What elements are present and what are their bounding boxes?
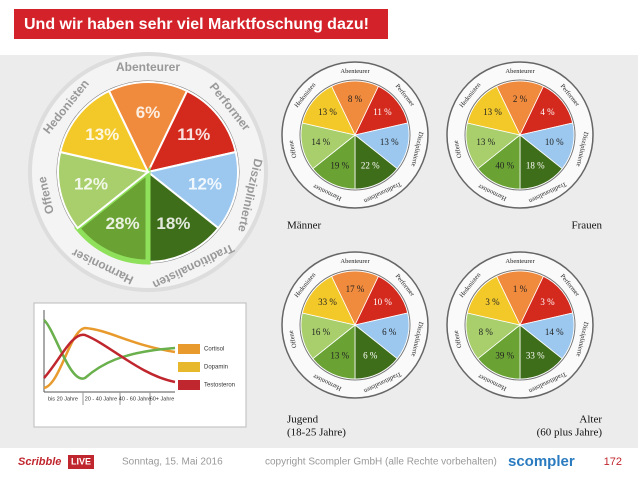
logo-left: Scribble [18, 456, 61, 468]
legend-swatch [178, 344, 200, 354]
segment-value: 19 % [330, 161, 349, 171]
title: Und wir haben sehr viel Marktfoschung da… [24, 16, 369, 33]
segment-value: 11% [177, 125, 210, 144]
age-label: 60+ Jahre [150, 396, 175, 402]
segment-value: 13 % [380, 137, 399, 147]
segment-value: 10 % [373, 297, 392, 307]
title-banner [14, 9, 388, 39]
segment-type: Abenteurer [505, 258, 535, 265]
date: Sonntag, 15. Mai 2016 [122, 457, 223, 468]
segment-value: 28% [106, 214, 140, 233]
segment-type: Abenteurer [505, 68, 535, 75]
wheel-segment [301, 85, 356, 136]
copyright: copyright Scompler GmbH (alle Rechte vor… [265, 457, 497, 468]
legend-swatch [178, 380, 200, 390]
segment-value: 12% [188, 175, 222, 194]
wheel-label: Männer [287, 220, 322, 232]
segment-value: 12% [74, 175, 108, 194]
wheel-segment [74, 166, 151, 265]
segment-value: 13% [85, 125, 119, 144]
segment-value: 13 % [330, 351, 349, 361]
wheel-segment [146, 89, 237, 174]
segment-value: 33 % [526, 351, 545, 361]
wheel-segment [147, 169, 220, 264]
segment-value: 39 % [495, 351, 514, 361]
segment-value: 22 % [361, 161, 380, 171]
age-label: bis 20 Jahre [48, 396, 78, 402]
segment-value: 3 % [540, 297, 555, 307]
segment-value: 18 % [526, 161, 545, 171]
segment-type: Offene [288, 140, 299, 159]
age-label: 20 - 40 Jahre [85, 396, 117, 402]
segment-value: 6 % [363, 351, 378, 361]
wheel-segment [57, 150, 151, 230]
wheel-label: (18-25 Jahre) [287, 427, 346, 439]
segment-type: Offene [453, 140, 464, 159]
segment-value: 40 % [495, 161, 514, 171]
segment-type: Abenteurer [116, 60, 180, 74]
segment-value: 17 % [346, 284, 365, 294]
segment-value: 3 % [485, 297, 500, 307]
wheel-ring-inner [464, 79, 576, 191]
wheel-label: Jugend [287, 414, 319, 426]
segment-value: 8 % [348, 94, 363, 104]
segment-value: 14 % [545, 327, 564, 337]
segment-value: 1 % [513, 284, 528, 294]
logo-badge [68, 455, 94, 469]
segment-value: 6% [136, 103, 161, 122]
legend-swatch [178, 362, 200, 372]
segment-value: 14 % [311, 137, 330, 147]
segment-value: 13 % [318, 107, 337, 117]
segment-value: 6 % [382, 327, 397, 337]
segment-value: 10 % [545, 137, 564, 147]
logo-right: scompler [508, 453, 575, 470]
segment-value: 16 % [311, 327, 330, 337]
logo-left-live: LIVE [71, 456, 91, 466]
segment-type: Abenteurer [340, 258, 370, 265]
cortisol-curve [43, 326, 176, 390]
wheel-segment [59, 89, 150, 174]
segment-value: 2 % [513, 94, 528, 104]
segment-value: 33 % [318, 297, 337, 307]
wheel-segment [466, 275, 521, 326]
hormone-chart: Cortisol Dopamin Testosteron bis 20 Jahre 20… [33, 302, 247, 428]
wheel-label: (60 plus Jahre) [537, 427, 603, 439]
wheel-segment [145, 150, 239, 230]
wheel-ring-inner [464, 269, 576, 381]
legend-label: Testosteron [204, 383, 235, 389]
legend-label: Dopamin [204, 365, 228, 371]
age-label: 40 - 60 Jahre [119, 396, 151, 402]
wheel-segment [301, 275, 356, 326]
segment-value: 4 % [540, 107, 555, 117]
segment-value: 18% [156, 214, 190, 233]
segment-value: 13 % [476, 137, 495, 147]
segment-type: Offene [288, 330, 299, 349]
legend-label: Cortisol [204, 347, 224, 353]
wheel-label: Frauen [571, 220, 602, 232]
wheel-ring-inner [299, 79, 411, 191]
wheel-segment [107, 81, 189, 175]
segment-value: 8 % [479, 327, 494, 337]
page-number: 172 [604, 456, 622, 468]
wheel-segment [466, 85, 521, 136]
testosteron-curve [43, 333, 176, 384]
segment-value: 13 % [483, 107, 502, 117]
segment-type: Abenteurer [340, 68, 370, 75]
dopamin-curve [43, 319, 176, 380]
segment-value: 11 % [373, 107, 392, 117]
segment-type: Offene [453, 330, 464, 349]
wheel-ring-inner [299, 269, 411, 381]
wheel-label: Alter [579, 414, 602, 426]
